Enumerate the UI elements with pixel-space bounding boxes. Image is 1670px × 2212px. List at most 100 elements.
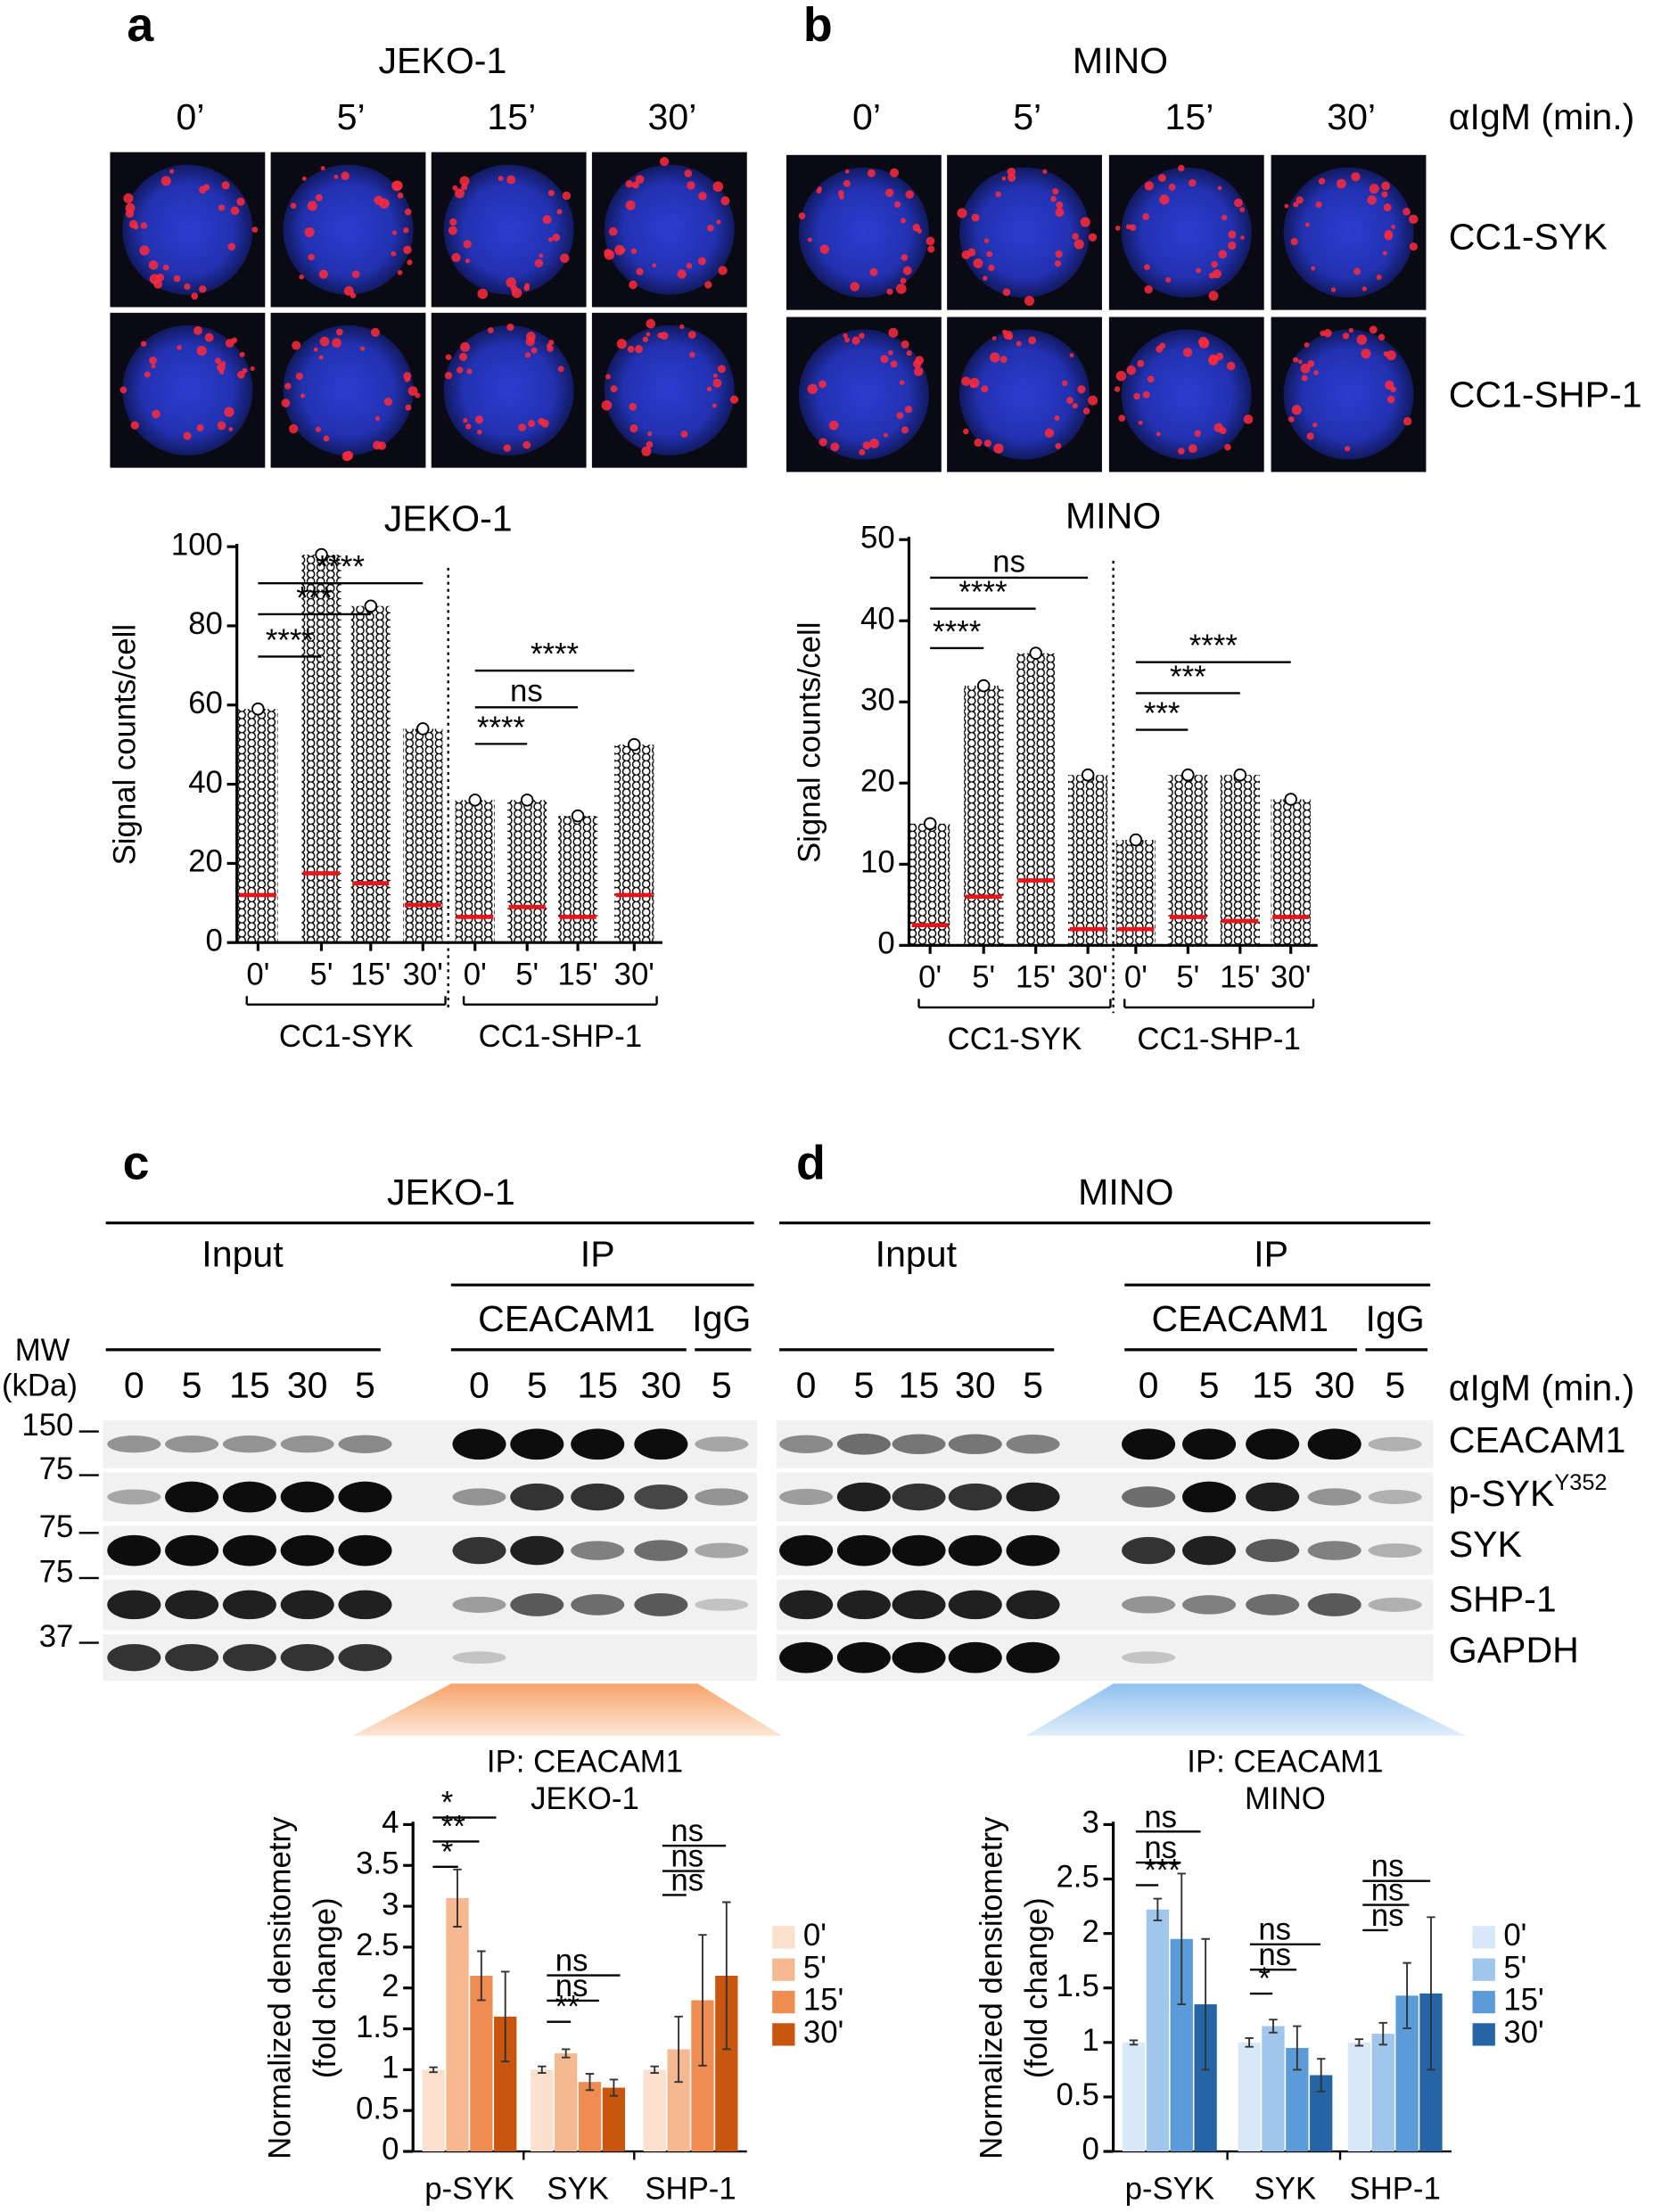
pla-signal (712, 378, 722, 388)
pla-signal (962, 428, 969, 435)
y-tick-label: 2 (1082, 1915, 1098, 1949)
pla-signal (1293, 201, 1299, 208)
band (510, 1483, 564, 1511)
nucleus (1283, 329, 1414, 460)
pla-signal (608, 226, 618, 236)
time-label: 30’ (648, 96, 697, 137)
band (510, 1535, 564, 1566)
pla-signal (1337, 178, 1346, 189)
band (1368, 1490, 1422, 1505)
pla-signal (531, 347, 538, 354)
pla-signal (1351, 172, 1361, 182)
pla-signal (184, 283, 191, 291)
band (107, 1643, 161, 1672)
pla-signal (636, 267, 644, 275)
pla-signal (123, 193, 134, 203)
pla-signal (1144, 181, 1155, 191)
y-tick-label: 1 (1082, 2024, 1098, 2058)
antibody-label: CEACAM1 (1152, 1298, 1329, 1339)
pla-signal (522, 440, 531, 449)
band (779, 1435, 834, 1453)
pla-signal (798, 212, 806, 219)
pla-signal (487, 327, 494, 333)
pla-signal (1318, 177, 1326, 185)
x-tick-label: 15' (1220, 960, 1260, 994)
x-tick-label: SYK (547, 2172, 609, 2206)
pla-signal (983, 275, 988, 281)
protein-label: p-SYKY352 (1449, 1470, 1608, 1514)
pla-signal (333, 174, 339, 179)
y-axis-label: Normalized densitometry (263, 1816, 297, 2159)
band (836, 1534, 891, 1566)
pla-signal (869, 438, 879, 448)
pla-signal (506, 323, 514, 332)
y-tick-label: 3 (1082, 1806, 1098, 1840)
pla-signal (463, 240, 472, 249)
pla-signal (448, 226, 457, 235)
pla-signal (1159, 194, 1170, 205)
pla-signal (250, 366, 255, 371)
significance-label: ** (555, 1991, 580, 2025)
dot-column (301, 555, 341, 943)
dot-column (614, 744, 654, 943)
band (1122, 1428, 1176, 1460)
pla-signal (217, 421, 226, 431)
micrograph (947, 317, 1102, 473)
pla-signal (1297, 359, 1303, 365)
pla-signal (620, 247, 626, 253)
pla-signal (547, 189, 555, 197)
pla-signal (526, 332, 536, 341)
band (1246, 1428, 1300, 1460)
legend-label: 15' (803, 1984, 843, 2018)
pla-signal (646, 440, 654, 448)
pla-signal (680, 430, 688, 438)
band (836, 1482, 891, 1512)
bar (531, 2069, 554, 2152)
bar (643, 2069, 666, 2152)
ip-label: IP (580, 1233, 615, 1274)
pla-signal (177, 344, 182, 350)
pla-signal (896, 412, 904, 419)
pla-signal (1382, 251, 1387, 256)
band (1006, 1435, 1060, 1454)
x-tick-label: 0' (918, 960, 942, 994)
y-tick-label: 40 (188, 766, 223, 800)
control-label: IgG (692, 1298, 751, 1339)
group-label: CC1-SYK (279, 1020, 414, 1054)
x-tick-label: SHP-1 (1349, 2172, 1440, 2206)
protein-label: SHP-1 (1449, 1579, 1557, 1620)
y-tick-label: 4 (382, 1806, 399, 1840)
pla-signal (149, 356, 157, 365)
pla-signal (1353, 267, 1361, 275)
pla-signal (125, 202, 136, 213)
pla-signal (652, 263, 657, 268)
micrograph (947, 154, 1102, 310)
pla-signal (970, 383, 975, 389)
pla-signal (377, 441, 387, 450)
pla-signal (1077, 385, 1086, 394)
time-label: 0’ (852, 96, 881, 137)
bar (1122, 2042, 1146, 2152)
pla-signal (199, 285, 207, 293)
chart-title: MINO (1065, 495, 1161, 536)
pla-signal (1028, 336, 1037, 345)
pla-signal (1301, 374, 1308, 382)
pla-signal (451, 252, 461, 262)
y-tick-label: 0 (382, 2133, 399, 2167)
band (1368, 1543, 1422, 1558)
significance-label: **** (317, 551, 365, 585)
pla-signal (1218, 250, 1228, 259)
pla-signal (341, 171, 350, 180)
pla-signal (1219, 426, 1227, 435)
dot-column (238, 709, 278, 943)
band (338, 1435, 392, 1453)
pla-signal (359, 346, 366, 351)
pla-signal (315, 193, 323, 201)
nucleus (122, 164, 253, 295)
band (107, 1590, 161, 1620)
band (1307, 1488, 1362, 1506)
band (1182, 1428, 1237, 1460)
group-label: CC1-SYK (948, 1023, 1082, 1057)
pla-signal (477, 288, 489, 300)
pla-signal (1001, 176, 1007, 181)
